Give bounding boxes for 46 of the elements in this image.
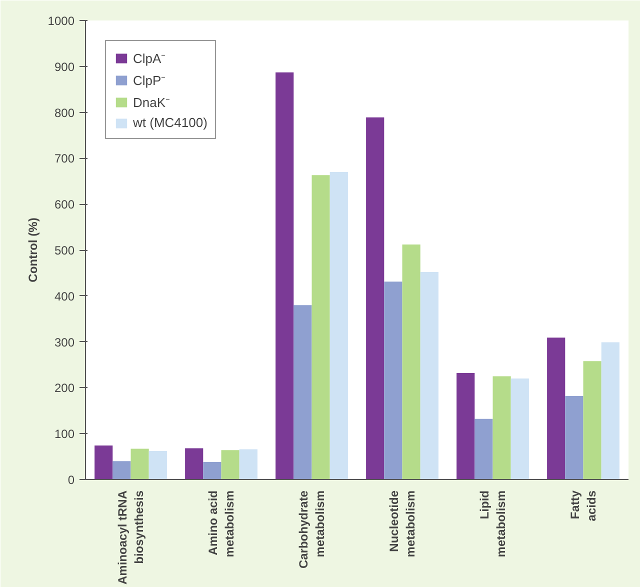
- y-tick-label: 200: [54, 381, 75, 396]
- y-tick-label: 400: [54, 289, 75, 304]
- legend-label: DnaK⁻: [133, 94, 170, 111]
- bar: [185, 448, 204, 480]
- y-tick-label: 800: [54, 106, 75, 120]
- bar: [565, 396, 584, 480]
- x-tick-label: Aminoacyl tRNA biosynthesis: [115, 490, 146, 585]
- legend-label: ClpA⁻: [133, 50, 166, 67]
- x-tick-label: Carbohydrate metabolism: [296, 490, 328, 569]
- bar: [330, 172, 348, 480]
- bar: [510, 378, 529, 480]
- legend-label: ClpP⁻: [133, 72, 166, 89]
- bar: [402, 244, 420, 480]
- bar: [420, 272, 438, 480]
- legend-label: wt (MC4100): [133, 115, 208, 130]
- bar: [130, 448, 149, 480]
- bar: [601, 342, 620, 480]
- bar: [474, 418, 493, 480]
- bar: [456, 373, 475, 480]
- y-tick-label: 900: [54, 60, 75, 74]
- y-tick-label: 500: [54, 244, 75, 258]
- bar: [312, 175, 330, 480]
- bar: [384, 282, 402, 480]
- bar: [221, 450, 240, 480]
- bar: [492, 376, 511, 480]
- bar: [366, 117, 384, 480]
- x-tick-label: Amino acid metabolism: [206, 490, 237, 558]
- x-tick-label: Lipid metabolism: [477, 490, 508, 558]
- bar: [294, 305, 312, 480]
- y-tick-label: 700: [54, 152, 75, 166]
- y-tick-label: 1000: [48, 14, 75, 28]
- y-tick-label: 100: [54, 427, 75, 442]
- y-tick-label: 0: [68, 473, 75, 487]
- x-tick-label: Fatty acids: [568, 490, 599, 522]
- y-tick-label: 300: [54, 335, 75, 350]
- bar: [547, 338, 566, 480]
- bar: [112, 461, 131, 480]
- bar: [203, 462, 222, 480]
- bar: [148, 451, 167, 480]
- y-tick-label: 600: [54, 198, 75, 212]
- y-axis-title: Control (%): [26, 218, 40, 282]
- bar: [94, 446, 113, 480]
- x-tick-label: Nucleotide metabolism: [386, 490, 418, 558]
- bar: [239, 449, 258, 480]
- bar: [583, 361, 602, 480]
- bar: [276, 72, 294, 480]
